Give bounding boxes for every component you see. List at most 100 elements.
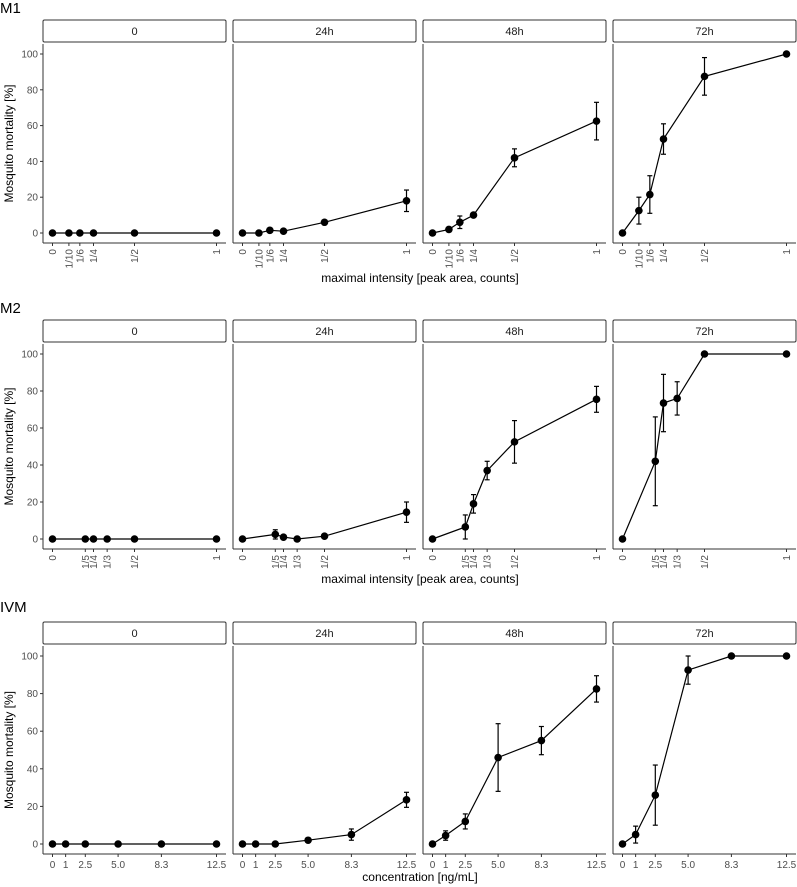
data-point [114, 840, 122, 848]
data-point [251, 840, 260, 848]
y-tick-label: 60 [27, 121, 39, 132]
data-point [445, 225, 453, 234]
x-tick-label: 0 [430, 860, 436, 871]
x-tick-label: 1/4 [89, 555, 100, 569]
data-point [592, 685, 601, 693]
y-tick-label: 40 [27, 157, 39, 168]
series-line [242, 799, 407, 845]
data-point [592, 117, 601, 125]
data-point [65, 229, 73, 237]
data-point [81, 840, 90, 848]
data-point [461, 523, 470, 531]
facet-strip [232, 621, 417, 645]
y-tick-label: 0 [32, 535, 38, 546]
data-point [592, 395, 601, 404]
series-line [242, 511, 407, 540]
y-tick-label: 20 [27, 193, 39, 204]
x-tick-label: 8.3 [344, 860, 358, 871]
chart-title: IVM [0, 599, 27, 616]
facet-label: 72h [695, 26, 713, 38]
data-point [782, 50, 791, 58]
y-tick-label: 100 [21, 652, 38, 663]
data-point [510, 154, 519, 162]
data-point [727, 652, 736, 660]
data-point [212, 229, 221, 237]
data-point [510, 438, 519, 446]
data-point [428, 840, 437, 848]
data-point [428, 229, 437, 237]
facet-label: 48h [505, 326, 523, 338]
x-tick-label: 1/2 [700, 555, 711, 569]
facet-label: 0 [131, 326, 137, 338]
data-point [279, 533, 288, 541]
data-point [402, 796, 411, 804]
facet-label: 24h [315, 26, 333, 38]
x-tick-label: 1/4 [279, 555, 290, 569]
x-tick-label: 1 [402, 555, 413, 561]
data-point [89, 535, 98, 543]
facet-strip [422, 19, 607, 43]
x-tick-label: 1/6 [265, 249, 276, 263]
facet-strip [612, 319, 797, 343]
data-point [48, 535, 57, 543]
x-tick-label: 1/10 [254, 249, 265, 269]
series-line [432, 120, 597, 234]
facet-label: 24h [315, 628, 333, 640]
x-tick-label: 12.5 [587, 860, 607, 871]
x-tick-label: 1/2 [700, 249, 711, 263]
series-line [432, 688, 597, 845]
x-tick-label: 1/4 [469, 555, 480, 569]
y-axis-title: Mosquito mortality [%] [2, 84, 16, 202]
data-point [266, 226, 274, 235]
y-tick-label: 60 [27, 424, 39, 435]
y-tick-label: 20 [27, 498, 39, 509]
x-tick-label: 2.5 [648, 860, 662, 871]
x-tick-label: 1/5 [651, 555, 662, 569]
data-point [483, 466, 491, 475]
facet-label: 72h [695, 628, 713, 640]
y-tick-label: 80 [27, 387, 39, 398]
x-tick-label: 1/3 [103, 555, 114, 569]
data-point [271, 840, 280, 848]
x-tick-label: 1/5 [461, 555, 472, 569]
data-point [684, 666, 692, 674]
data-point [469, 211, 478, 219]
x-tick-label: 1/3 [483, 555, 494, 569]
data-point [320, 218, 329, 227]
x-tick-label: 1/10 [634, 249, 645, 269]
data-point [347, 830, 356, 839]
x-tick-label: 12.5 [397, 860, 417, 871]
x-tick-label: 1/6 [455, 249, 466, 263]
data-point [456, 218, 464, 227]
data-point [293, 535, 301, 543]
data-point [402, 508, 411, 516]
x-tick-label: 12.5 [777, 860, 797, 871]
data-point [700, 350, 709, 358]
series-line [622, 53, 787, 234]
data-point [255, 229, 263, 237]
data-point [651, 457, 660, 466]
facet-label: 0 [131, 628, 137, 640]
y-axis-title: Mosquito mortality [%] [2, 691, 16, 809]
x-tick-label: 1 [782, 555, 793, 561]
x-tick-label: 2.5 [268, 860, 282, 871]
x-tick-label: 1 [402, 249, 413, 255]
x-tick-label: 1/4 [659, 555, 670, 569]
chart-title: M1 [0, 0, 21, 17]
x-tick-label: 1/5 [81, 555, 92, 569]
x-tick-label: 1/2 [130, 555, 141, 569]
y-tick-label: 100 [21, 50, 38, 61]
data-point [635, 206, 643, 215]
y-tick-label: 80 [27, 85, 39, 96]
x-tick-label: 0 [428, 249, 439, 255]
x-tick-label: 1/6 [75, 249, 86, 263]
x-tick-label: 0 [428, 555, 439, 561]
x-tick-label: 0 [618, 249, 629, 255]
data-point [76, 229, 84, 237]
x-tick-label: 1/10 [64, 249, 75, 269]
facet-strip [422, 319, 607, 343]
x-tick-label: 1/4 [659, 249, 670, 263]
